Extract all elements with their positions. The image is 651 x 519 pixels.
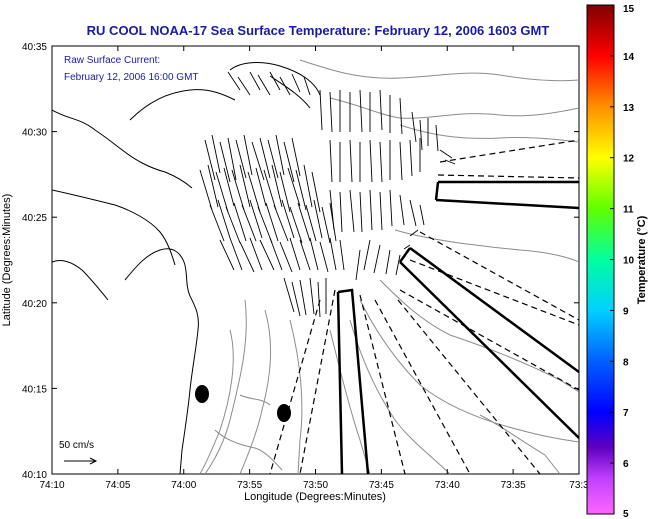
radar-beam-boxes: [336, 180, 579, 474]
y-tick-label: 40:35: [22, 42, 47, 53]
colorbar-tick-label: 12: [623, 154, 635, 165]
x-tick-label: 74:00: [171, 480, 196, 491]
colorbar-tick-label: 13: [623, 103, 635, 114]
scale-label: 50 cm/s: [59, 440, 94, 451]
colorbar-ticks: 5 6 7 8 9 10 11 12 13 14 15: [610, 4, 635, 519]
y-tick-label: 40:15: [22, 384, 47, 395]
x-axis-label: Longitude (Degrees:Minutes): [244, 491, 386, 503]
bathymetry-contours: [199, 59, 579, 474]
x-tick-label: 73:40: [435, 480, 460, 491]
colorbar-tick-label: 5: [623, 509, 629, 519]
x-tick-label: 73:50: [303, 480, 328, 491]
colorbar-tick-label: 6: [623, 459, 629, 470]
current-subtitle-line2: February 12, 2006 16:00 GMT: [64, 72, 199, 83]
y-tick-label: 40:30: [22, 128, 47, 139]
x-tick-label: 74:10: [39, 480, 64, 491]
y-tick-label: 40:10: [22, 470, 47, 481]
radar-beam-lines: [269, 139, 579, 474]
current-subtitle-line1: Raw Surface Current:: [64, 55, 160, 66]
x-tick-label: 74:05: [105, 480, 130, 491]
x-tick-label: 73:55: [237, 480, 262, 491]
y-tick-label: 40:20: [22, 299, 47, 310]
station-marker: [195, 385, 209, 403]
x-tick-label: 73:3: [569, 480, 589, 491]
colorbar-tick-label: 11: [623, 205, 634, 216]
colorbar-tick-label: 8: [623, 357, 629, 368]
scale-arrow-icon: [64, 457, 98, 465]
colorbar-tick-label: 7: [623, 408, 629, 419]
colorbar-tick-label: 15: [623, 4, 635, 15]
colorbar-scale: [586, 4, 615, 515]
map-plot-area: Raw Surface Current: February 12, 2006 1…: [51, 45, 580, 475]
colorbar: 5 6 7 8 9 10 11 12 13 14 15 Temperature (°C): [586, 4, 648, 519]
x-tick-label: 73:45: [369, 480, 394, 491]
y-axis-label: Latitude (Degrees:Minutes): [1, 194, 13, 327]
colorbar-tick-label: 10: [623, 256, 635, 267]
colorbar-tick-label: 14: [623, 52, 635, 63]
y-axis: 40:35 40:30 40:25 40:20 40:15 40:10: [22, 42, 579, 481]
y-tick-label: 40:25: [22, 213, 47, 224]
surface-current-vectors: [199, 71, 456, 318]
station-marker: [277, 404, 291, 422]
colorbar-tick-label: 9: [623, 306, 629, 317]
colorbar-label: Temperature (°C): [636, 215, 648, 304]
map-title: RU COOL NOAA-17 Sea Surface Temperature:…: [87, 23, 550, 38]
x-axis: 74:10 74:05 74:00 73:55 73:50 73:45 73:40 73:35…: [39, 46, 589, 491]
x-tick-label: 73:35: [501, 480, 526, 491]
